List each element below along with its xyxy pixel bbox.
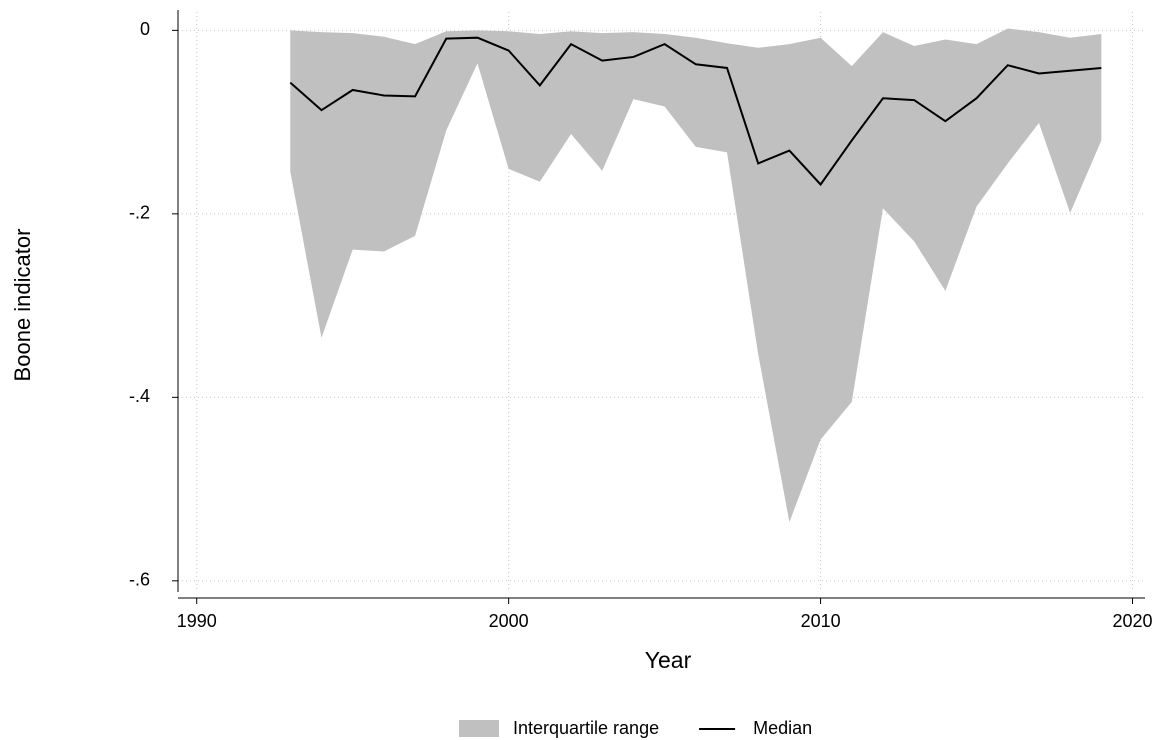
median-line bbox=[289, 36, 1102, 187]
y-axis-title: Boone indicator bbox=[10, 229, 35, 382]
legend-label: Median bbox=[753, 718, 812, 738]
legend-label: Interquartile range bbox=[513, 718, 659, 738]
y-tick-label: 0 bbox=[140, 19, 150, 39]
x-tick-label: 2020 bbox=[1112, 611, 1152, 631]
iqr-area bbox=[290, 28, 1102, 523]
y-tick-label: -.6 bbox=[129, 570, 150, 590]
x-axis-title: Year bbox=[645, 647, 692, 673]
x-tick-label: 2010 bbox=[801, 611, 841, 631]
y-tick-label: -.4 bbox=[129, 386, 150, 406]
x-tick-label: 1990 bbox=[177, 611, 217, 631]
y-tick-label: -.2 bbox=[129, 203, 150, 223]
x-tick-label: 2000 bbox=[489, 611, 529, 631]
legend-swatch bbox=[459, 720, 499, 737]
